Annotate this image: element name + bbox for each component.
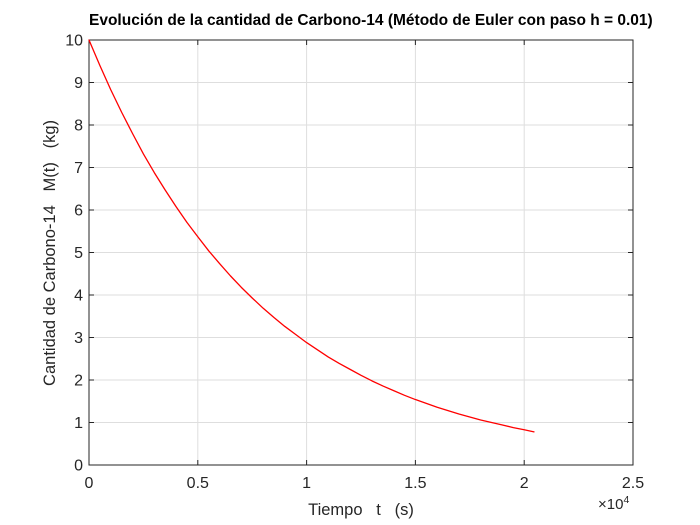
- y-tick-label: 4: [74, 288, 83, 305]
- y-tick-label: 6: [74, 203, 83, 220]
- y-tick-label: 2: [74, 373, 83, 390]
- y-tick-label: 5: [74, 245, 83, 262]
- multiplier-exponent: 4: [623, 494, 630, 506]
- y-tick-label: 10: [65, 33, 83, 50]
- x-axis-exponent-multiplier: ×104: [598, 494, 629, 513]
- multiplier-base: ×10: [598, 496, 624, 513]
- x-tick-label: 0.5: [187, 475, 209, 492]
- x-tick-label: 1.5: [404, 475, 426, 492]
- chart-title: Evolución de la cantidad de Carbono-14 (…: [89, 12, 653, 29]
- x-tick-label: 2.5: [622, 475, 644, 492]
- y-tick-label: 7: [74, 160, 83, 177]
- x-tick-label: 2: [520, 475, 529, 492]
- x-tick-label: 0: [85, 475, 94, 492]
- x-axis-label: Tiempo t (s): [308, 501, 414, 519]
- y-tick-label: 0: [74, 458, 83, 475]
- data-series-line: [88, 39, 535, 433]
- y-tick-label: 1: [74, 415, 83, 432]
- y-tick-label: 3: [74, 330, 83, 347]
- x-tick-label: 1: [302, 475, 311, 492]
- y-tick-label: 8: [74, 118, 83, 135]
- y-tick-label: 9: [74, 75, 83, 92]
